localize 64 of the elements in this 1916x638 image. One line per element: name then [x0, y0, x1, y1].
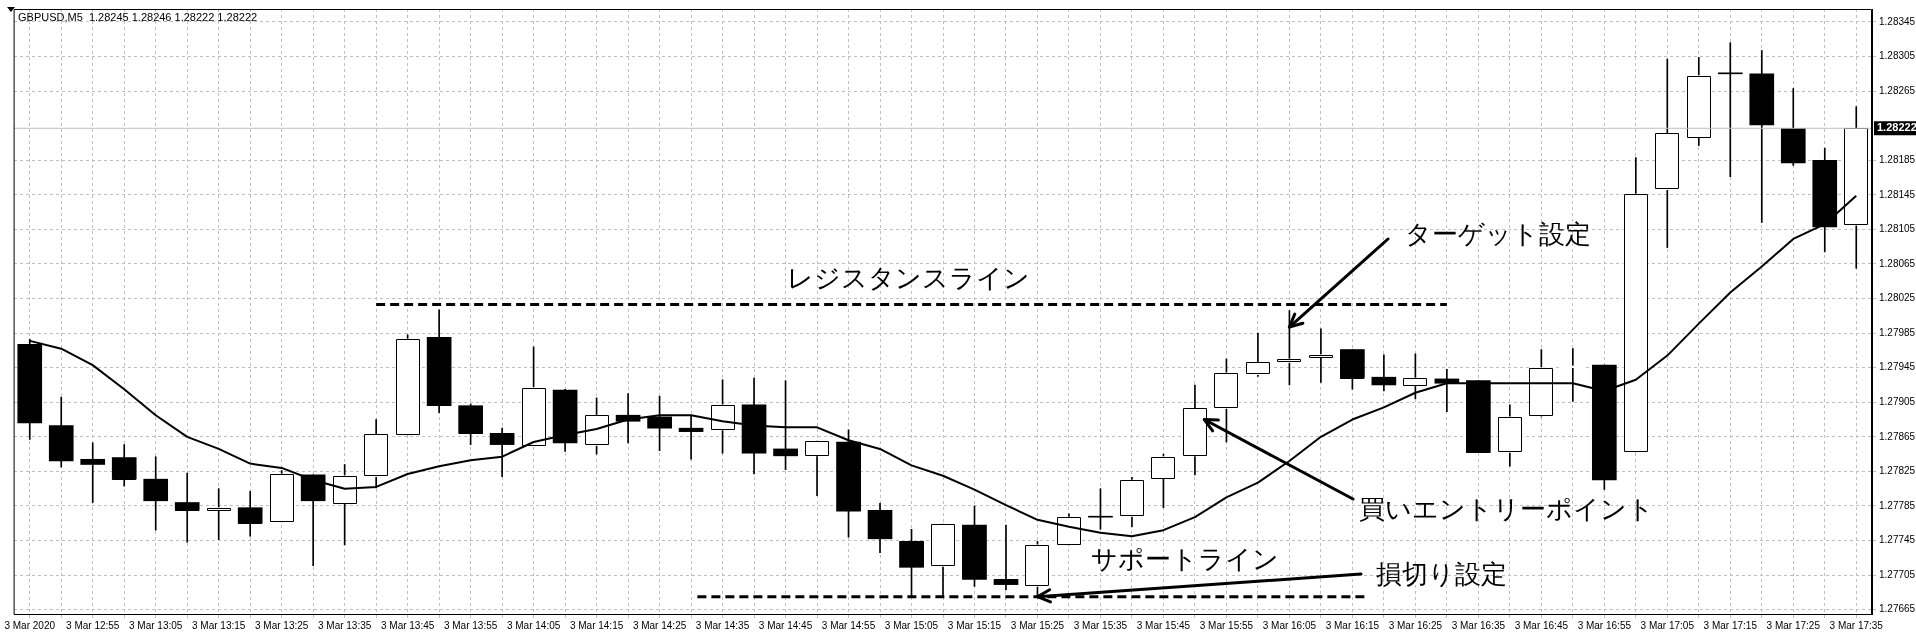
candlestick: [1717, 42, 1743, 177]
annotation: 買いエントリーポイント: [1359, 493, 1654, 524]
candlestick: [174, 472, 200, 543]
ref-line-label: レジスタンスライン: [786, 263, 1030, 294]
x-tick-label: 3 Mar 14:55: [821, 619, 876, 631]
y-tick-label: 1.27785: [1879, 499, 1916, 511]
x-tick-label: 3 Mar 16:55: [1577, 619, 1632, 631]
x-tick-label: 3 Mar 15:55: [1199, 619, 1254, 631]
x-tick-label: 3 Mar 16:25: [1388, 619, 1443, 631]
x-tick-label: 3 Mar 16:05: [1262, 619, 1317, 631]
y-tick-label: 1.28025: [1879, 292, 1916, 304]
y-tick-label: 1.27985: [1879, 326, 1916, 338]
x-tick-label: 3 Mar 13:25: [254, 619, 309, 631]
y-tick-label: 1.28065: [1879, 257, 1916, 269]
x-tick-label: 3 Mar 14:35: [695, 619, 750, 631]
x-tick-label: 3 Mar 14:25: [632, 619, 687, 631]
y-tick-label: 1.28105: [1879, 223, 1916, 235]
x-tick-label: 3 Mar 14:05: [506, 619, 561, 631]
y-tick-label: 1.28345: [1879, 15, 1916, 27]
ref-line-label: 1.28222: [1877, 121, 1916, 134]
chart-title: GBPUSD,M5 1.28245 1.28246 1.28222 1.28222: [18, 11, 258, 24]
candlestick: [1308, 328, 1334, 383]
y-tick-label: 1.27665: [1879, 603, 1916, 615]
x-tick-label: 3 Mar 2020: [4, 619, 56, 631]
y-tick-label: 1.27905: [1879, 396, 1916, 407]
y-tick-label: 1.27745: [1879, 534, 1916, 546]
x-tick-label: 3 Mar 16:15: [1325, 619, 1380, 631]
candlestick: [678, 414, 704, 460]
x-tick-label: 3 Mar 17:25: [1766, 619, 1821, 631]
x-tick-label: 3 Mar 13:35: [317, 619, 372, 631]
x-tick-label: 3 Mar 15:35: [1073, 619, 1128, 631]
x-tick-label: 3 Mar 13:45: [380, 619, 435, 631]
candlestick: [206, 488, 232, 540]
x-tick-label: 3 Mar 15:25: [1010, 619, 1065, 631]
x-tick-label: 3 Mar 13:05: [129, 619, 183, 631]
ref-line-label: サポートライン: [1091, 544, 1280, 575]
y-tick-label: 1.28185: [1879, 154, 1916, 165]
x-tick-label: 3 Mar 14:15: [569, 619, 624, 631]
y-tick-label: 1.27705: [1879, 568, 1916, 580]
candlestick: [80, 442, 106, 503]
x-tick-label: 3 Mar 16:35: [1451, 619, 1506, 631]
x-tick-label: 3 Mar 14:45: [758, 619, 813, 631]
x-tick-label: 3 Mar 12:55: [66, 619, 120, 631]
x-tick-label: 3 Mar 15:45: [1136, 619, 1191, 631]
x-tick-label: 3 Mar 17:35: [1829, 619, 1884, 631]
candlestick: [615, 393, 641, 444]
y-tick-label: 1.27865: [1879, 430, 1916, 442]
candlestick: [1434, 369, 1460, 413]
x-tick-label: 3 Mar 17:15: [1703, 619, 1758, 631]
x-tick-label: 3 Mar 16:45: [1514, 619, 1569, 631]
x-tick-label: 3 Mar 13:15: [192, 619, 246, 631]
candlestick: [1371, 354, 1397, 392]
y-tick-label: 1.28145: [1879, 188, 1916, 200]
y-tick-label: 1.28305: [1879, 50, 1916, 62]
x-tick-label: 3 Mar 13:55: [443, 619, 498, 631]
x-tick-label: 3 Mar 17:05: [1640, 619, 1695, 631]
x-tick-label: 3 Mar 15:05: [884, 619, 939, 631]
annotation: 損切り設定: [1376, 558, 1507, 589]
y-tick-label: 1.27825: [1879, 465, 1916, 477]
annotation: ターゲット設定: [1405, 218, 1591, 249]
candlestick: [993, 524, 1019, 591]
y-tick-label: 1.28265: [1879, 84, 1916, 96]
x-tick-label: 3 Mar 15:15: [947, 619, 1002, 631]
y-tick-label: 1.27945: [1879, 361, 1916, 373]
